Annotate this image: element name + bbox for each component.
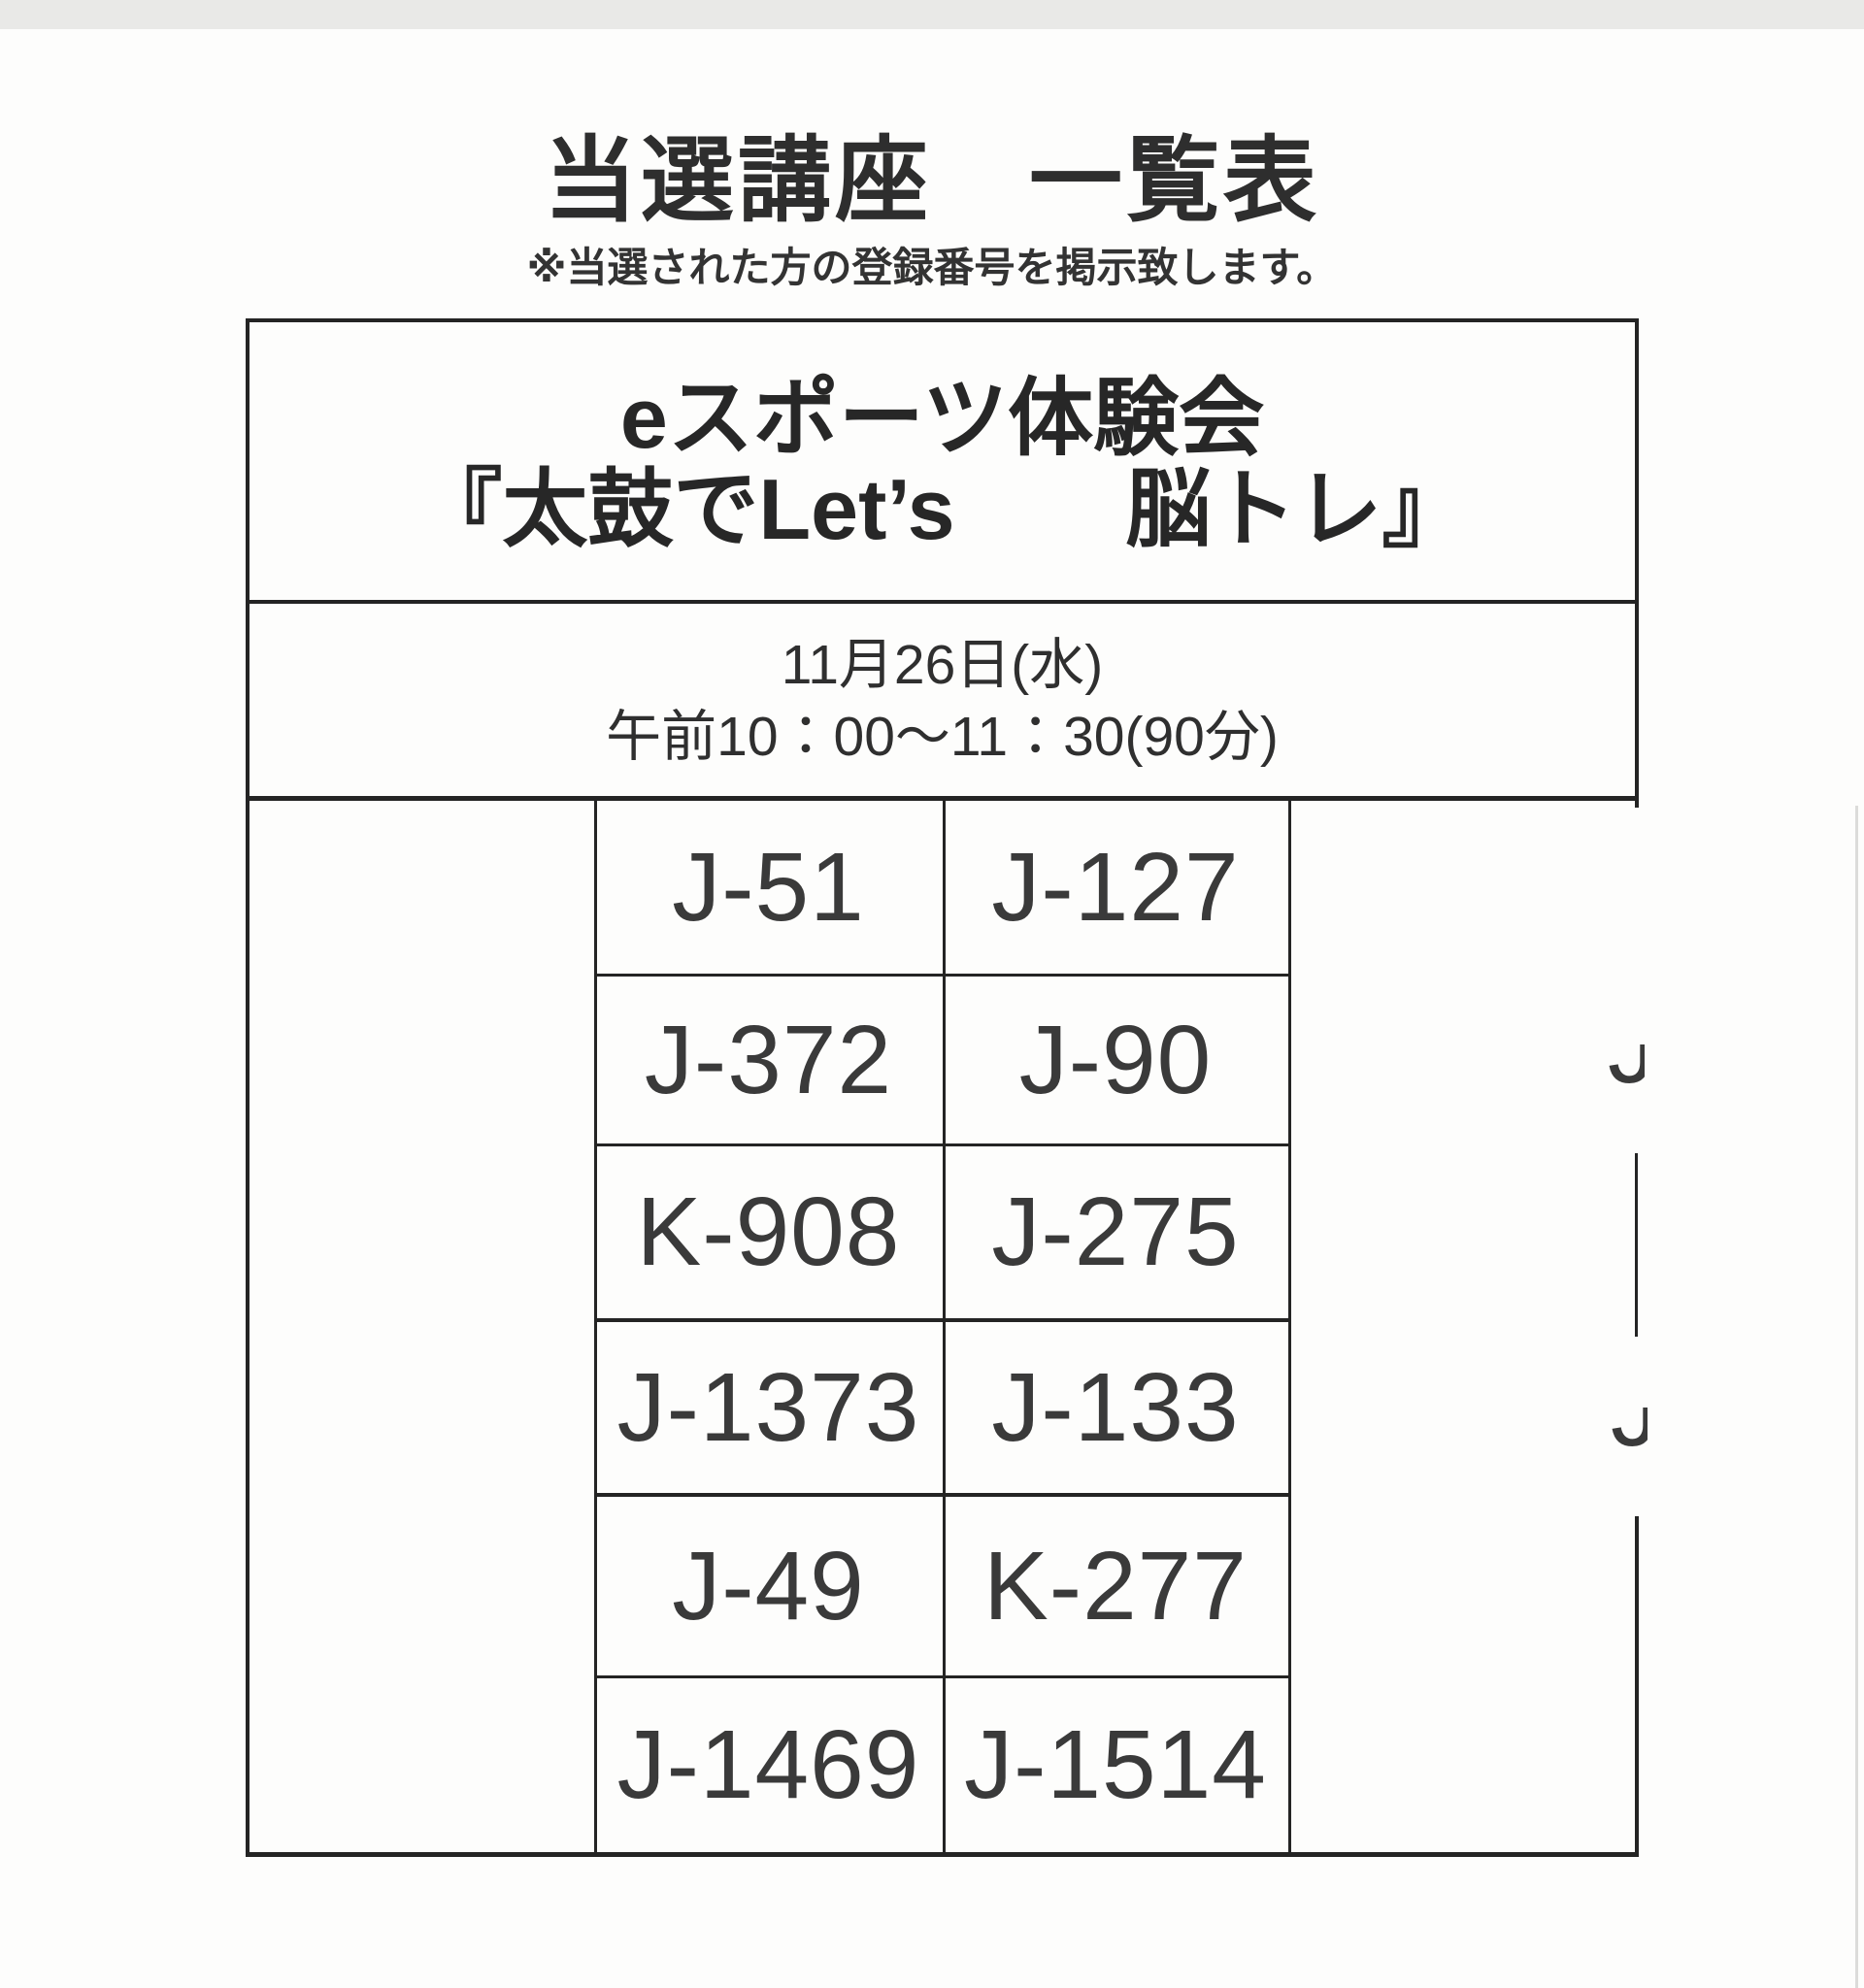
schedule-line1: 11月26日(水) (781, 633, 1104, 696)
winner-cell-r6c2: J-1514 (964, 1710, 1267, 1819)
page-title: 当選講座 一覧表 (544, 129, 1320, 233)
winner-cell-r1c1: J-51 (672, 832, 865, 942)
box-border-left (246, 318, 250, 1857)
cutoff-j-mark-2: J (1607, 1408, 1648, 1454)
box-border-right-segment-upper (1635, 318, 1639, 808)
grid-hline-2 (594, 1143, 1291, 1146)
winner-cell-r5c1: J-49 (672, 1531, 865, 1640)
grid-vline-3 (1288, 801, 1291, 1852)
grid-hline-3 (594, 1318, 1291, 1322)
winner-cell-r4c2: J-133 (991, 1352, 1240, 1462)
winner-cell-r6c1: J-1469 (616, 1710, 920, 1819)
event-title-block: eスポーツ体験会 『太鼓でLet’s 脳トレ』 (250, 330, 1635, 598)
page-note: ※当選された方の登録番号を掲示致します。 (526, 245, 1338, 290)
winner-cell-r4c1: J-1373 (616, 1352, 920, 1462)
box-border-bottom (246, 1852, 1639, 1857)
winner-cell-r2c1: J-372 (644, 1005, 893, 1114)
box-border-right-segment-middle (1635, 1153, 1638, 1337)
box-border-top (246, 318, 1639, 322)
winner-cell-r5c2: K-277 (983, 1531, 1248, 1640)
winner-cell-r2c2: J-90 (1018, 1005, 1213, 1114)
event-title-line2: 『太鼓でLet’s 脳トレ』 (416, 461, 1468, 557)
schedule-line2: 午前10：00〜11：30(90分) (606, 706, 1279, 768)
winner-cell-r3c1: K-908 (636, 1177, 901, 1286)
grid-hline-5 (594, 1675, 1291, 1678)
divider-below-event-title (246, 600, 1639, 604)
left-blank-column (250, 801, 594, 1852)
winner-cell-r1c2: J-127 (991, 832, 1240, 942)
cutoff-j-mark-1: J (1604, 1044, 1645, 1091)
scan-edge-line-right (1855, 806, 1858, 1988)
schedule-block: 11月26日(水) 午前10：00〜11：30(90分) (250, 608, 1635, 794)
scan-edge-shadow-top (0, 0, 1864, 29)
grid-vline-2 (943, 801, 946, 1852)
grid-hline-4 (594, 1493, 1291, 1497)
box-border-right-segment-lower (1635, 1516, 1639, 1857)
grid-vline-1 (594, 801, 597, 1852)
divider-below-schedule (246, 796, 1639, 801)
grid-hline-1 (594, 974, 1291, 977)
event-title-line1: eスポーツ体験会 (619, 369, 1265, 466)
winner-cell-r3c2: J-275 (991, 1177, 1240, 1286)
right-blank-column (1291, 801, 1635, 1852)
